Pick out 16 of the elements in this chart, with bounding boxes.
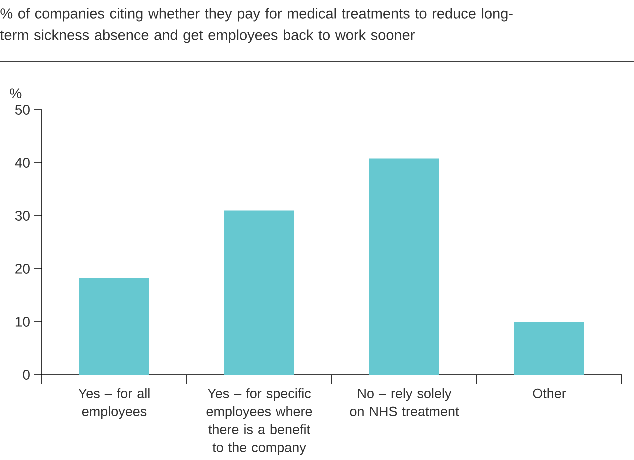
y-tick-label: 20 <box>16 264 30 274</box>
bar <box>80 278 150 375</box>
x-tick-label: Other <box>533 388 566 398</box>
bar <box>514 322 584 375</box>
chart-title: % of companies citing whether they pay for medical treatments to reduce long- term sickness absence and get employees back to work sooner <box>0 8 513 44</box>
y-axis-title: % <box>10 88 22 99</box>
y-tick-label: 50 <box>15 105 30 115</box>
y-tick-label: 10 <box>16 317 30 327</box>
x-tick-label: Yes – for specific employees where there is a benefit to the company <box>206 388 312 456</box>
bar <box>224 210 295 375</box>
y-tick-label: 0 <box>23 370 30 380</box>
y-tick-label: 30 <box>15 211 30 221</box>
x-tick-label: No – rely solely on NHS treatment <box>350 388 460 416</box>
x-tick-label: Yes – for all employees <box>78 388 150 420</box>
y-tick-label: 40 <box>15 158 30 168</box>
bar <box>370 158 440 375</box>
